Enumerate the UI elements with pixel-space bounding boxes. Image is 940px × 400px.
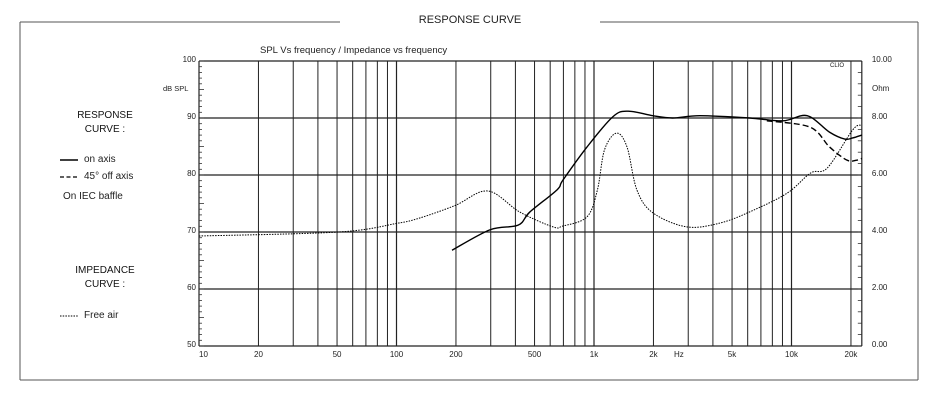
grid [198,60,863,347]
x-tick-label: 2k [649,350,658,359]
impedance-heading: IMPEDANCE CURVE : [60,265,150,290]
x-tick-label: 10k [785,350,798,359]
series-solid-line [451,110,863,251]
y2-tick-label: 2.00 [871,283,888,292]
x-tick-label: 500 [527,350,542,359]
legend-on-axis: on axis [84,154,116,165]
y-tick-label: 50 [187,340,196,349]
y2-tick-label: 6.00 [871,169,888,178]
x-tick-label: 20 [254,350,263,359]
legend-free-air: Free air [84,310,119,321]
impedance-heading-line2: CURVE : [84,279,126,290]
response-heading: RESPONSE CURVE : [60,110,150,135]
ticks [199,60,862,347]
response-heading-line2: CURVE : [84,124,126,135]
x-tick-label: 200 [449,350,463,359]
y-tick-label: 80 [187,169,196,178]
chart-title: SPL Vs frequency / Impedance vs frequenc… [260,45,448,56]
legend-off-axis: 45° off axis [84,171,134,182]
x-tick-label: 20k [844,350,858,359]
y-tick-label: 60 [187,283,196,292]
frame [19,21,919,381]
response-heading-line1: RESPONSE [77,110,133,121]
series-dotted-line [198,124,863,237]
y2-axis-label: Ohm [872,84,890,93]
legend-lines [60,159,78,317]
y-tick-label: 90 [187,112,196,121]
y-tick-label: 100 [182,55,196,64]
impedance-heading-line1: IMPEDANCE [75,265,135,276]
y2-tick-label: 4.00 [871,226,888,235]
y2-tick-label: 10.00 [871,55,892,64]
y2-tick-label: 8.00 [871,112,888,121]
x-tick-label: 100 [389,350,404,359]
frame-title: RESPONSE CURVE [418,14,522,26]
legend-baffle: On IEC baffle [63,191,123,202]
y-tick-label: 70 [187,226,196,235]
x-tick-label: 50 [332,350,342,359]
x-axis-label: Hz [674,350,684,359]
series-dashed-line [766,120,863,162]
x-tick-label: 1k [589,350,599,359]
y-axis-label: dB SPL [163,84,189,93]
y2-tick-label: 0.00 [871,340,888,349]
series-group [198,110,863,251]
x-tick-label: 5k [727,350,737,359]
x-tick-label: 10 [199,350,208,359]
watermark: CLIO [830,63,845,69]
